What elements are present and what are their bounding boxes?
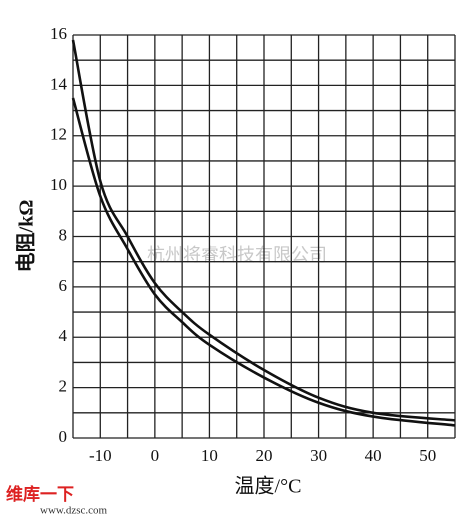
- y-tick-label: 4: [59, 326, 68, 345]
- logo: 维库一下: [6, 484, 74, 504]
- x-tick-label: 20: [256, 446, 273, 465]
- curve: [71, 97, 456, 427]
- x-axis-label: 温度/°C: [235, 475, 302, 498]
- x-tick-label: -10: [89, 446, 112, 465]
- x-tick-label: 30: [310, 446, 327, 465]
- y-tick-label: 16: [50, 24, 67, 43]
- y-tick-label: 6: [59, 276, 68, 295]
- y-tick-label: 12: [50, 125, 67, 144]
- y-tick-label: 10: [50, 175, 67, 194]
- y-tick-label: 0: [59, 427, 68, 446]
- y-axis-label: 电阻/kΩ: [15, 200, 38, 273]
- x-tick-label: 10: [201, 446, 218, 465]
- curve: [71, 39, 456, 422]
- x-tick-label: 50: [419, 446, 436, 465]
- y-tick-label: 2: [59, 377, 68, 396]
- x-tick-label: 0: [151, 446, 160, 465]
- y-tick-label: 14: [50, 74, 68, 93]
- logo-url: www.dzsc.com: [40, 505, 108, 517]
- y-tick-label: 8: [59, 225, 68, 244]
- x-tick-label: 40: [365, 446, 382, 465]
